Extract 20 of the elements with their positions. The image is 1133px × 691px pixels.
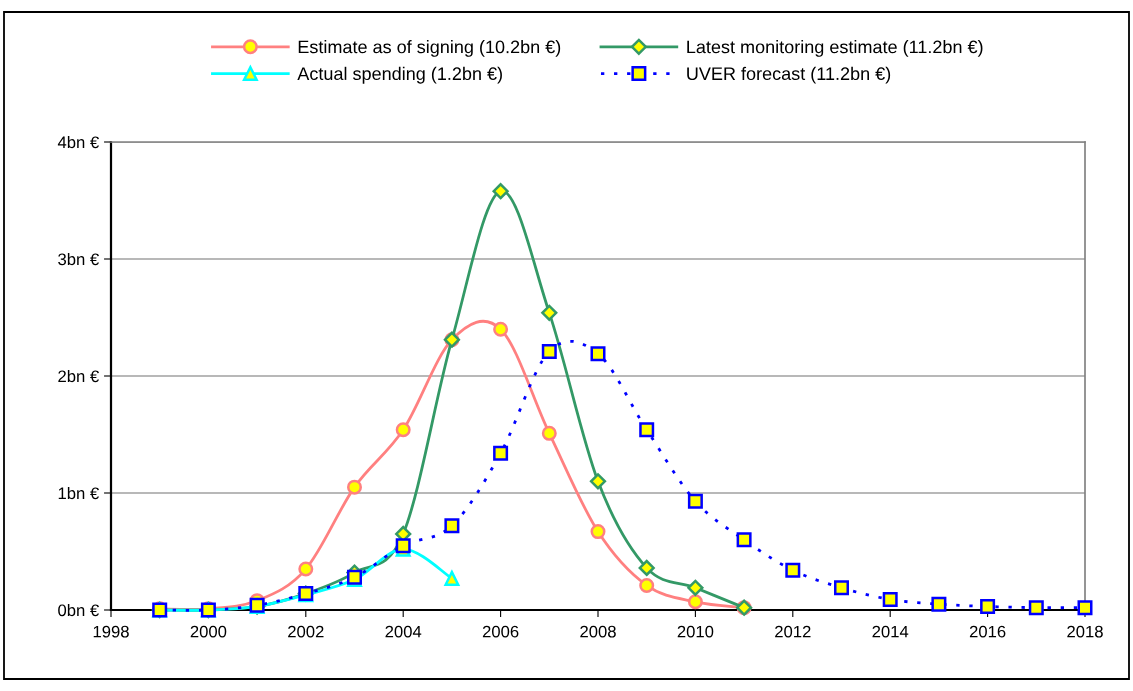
x-tick-label: 2000 <box>190 625 227 638</box>
legend-label: Latest monitoring estimate (11.2bn €) <box>687 40 983 57</box>
legend-label: Actual spending (1.2bn €) <box>297 66 502 84</box>
y-tick-label: 4bn € <box>57 135 99 149</box>
x-tick-label: 1998 <box>93 625 129 638</box>
y-tick-label: 3bn € <box>58 252 99 266</box>
x-tick-label: 2010 <box>677 625 714 638</box>
legend-label: Estimate as of signing (10.2bn €) <box>298 40 561 57</box>
y-tick-label: 2bn € <box>58 369 99 383</box>
x-tick-label: 2006 <box>482 625 519 638</box>
y-tick-label: 0bn € <box>58 603 99 617</box>
x-tick-label: 2004 <box>385 625 422 638</box>
x-tick-label: 2014 <box>872 625 909 638</box>
legend-label: UVER forecast (11.2bn €) <box>687 66 891 84</box>
x-tick-label: 2018 <box>1067 625 1103 638</box>
x-tick-label: 2016 <box>969 625 1006 638</box>
y-tick-label: 1bn € <box>58 486 99 500</box>
x-tick-label: 2012 <box>775 625 811 638</box>
x-tick-label: 2008 <box>580 625 616 638</box>
x-tick-label: 2002 <box>288 625 324 638</box>
